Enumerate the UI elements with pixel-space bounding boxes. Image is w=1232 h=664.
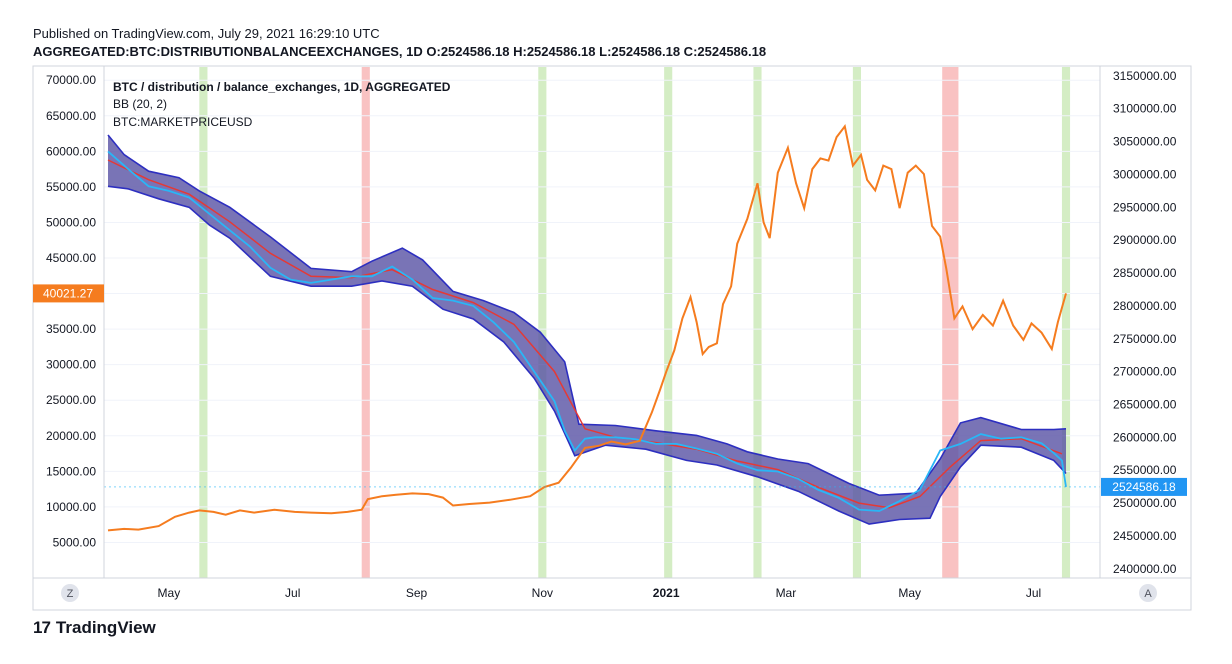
green-shade-band (538, 67, 547, 578)
symbol-ohlc-line: AGGREGATED:BTC:DISTRIBUTIONBALANCEEXCHAN… (33, 44, 767, 59)
bollinger-basis-line (107, 159, 1063, 509)
x-tick-label: Jul (285, 586, 300, 600)
green-shade-band (852, 67, 862, 578)
left-tick-label: 65000.00 (46, 109, 96, 123)
left-tick-label: 5000.00 (53, 535, 97, 549)
x-tick-label: May (158, 586, 181, 600)
green-shade-band (199, 67, 208, 578)
left-scale-button[interactable]: Z (61, 584, 79, 602)
price-current-label: 40021.27 (43, 286, 93, 300)
x-axis: May Jul Sep Nov 2021 Mar May Jul (33, 577, 1191, 600)
price-current-marker (33, 284, 104, 303)
green-shade-band (664, 67, 673, 578)
right-tick-label: 3100000.00 (1113, 102, 1177, 116)
right-tick-label: 2850000.00 (1113, 266, 1177, 280)
legend-line-bb: BB (20, 2) (113, 97, 167, 111)
right-axis: 3150000.00 3100000.00 3050000.00 3000000.00… (1099, 66, 1187, 578)
right-tick-label: 2650000.00 (1113, 397, 1177, 411)
right-tick-label: 2750000.00 (1113, 332, 1177, 346)
left-axis: 70000.00 65000.00 60000.00 55000.00 50000.00… (33, 66, 105, 578)
legend-line-balance: BTC / distribution / balance_exchanges, … (113, 80, 451, 94)
x-tick-label: Sep (406, 586, 428, 600)
right-tick-label: 3150000.00 (1113, 69, 1177, 83)
balance-current-label: 2524586.18 (1112, 480, 1176, 494)
left-tick-label: 20000.00 (46, 429, 96, 443)
grid-layer (104, 79, 1100, 543)
left-tick-label: 30000.00 (46, 358, 96, 372)
right-tick-label: 2700000.00 (1113, 365, 1177, 379)
tradingview-logo-icon: 17 (33, 618, 51, 637)
market-price-line (107, 124, 1067, 532)
green-shade-band (1061, 67, 1071, 578)
right-tick-label: 2950000.00 (1113, 200, 1177, 214)
chart-frame (32, 65, 1192, 611)
left-scale-button-label: Z (67, 588, 74, 600)
tradingview-brand-label: TradingView (55, 618, 156, 637)
x-tick-label: 2021 (653, 586, 680, 600)
right-tick-label: 2800000.00 (1113, 299, 1177, 313)
x-tick-label: Jul (1026, 586, 1041, 600)
red-shade-band (361, 67, 370, 578)
x-tick-label: Mar (776, 586, 797, 600)
balance-exchanges-line (107, 150, 1067, 512)
auto-scale-button[interactable]: A (1139, 584, 1157, 602)
legend-line-price: BTC:MARKETPRICEUSD (113, 115, 253, 129)
balance-current-marker (1101, 477, 1187, 496)
series-layer (104, 124, 1100, 532)
left-tick-label: 45000.00 (46, 251, 96, 265)
bollinger-band-fill (108, 135, 1066, 525)
left-tick-label: 35000.00 (46, 322, 96, 336)
right-tick-label: 3050000.00 (1113, 135, 1177, 149)
x-tick-label: Nov (532, 586, 553, 600)
red-shade-band (942, 67, 959, 578)
right-tick-label: 2400000.00 (1113, 562, 1177, 576)
left-tick-label: 70000.00 (46, 73, 96, 87)
published-caption: Published on TradingView.com, July 29, 2… (33, 26, 380, 41)
right-tick-label: 2500000.00 (1113, 496, 1177, 510)
left-tick-label: 60000.00 (46, 144, 96, 158)
right-tick-label: 2450000.00 (1113, 529, 1177, 543)
right-tick-label: 2550000.00 (1113, 463, 1177, 477)
left-tick-label: 15000.00 (46, 464, 96, 478)
auto-scale-button-label: A (1144, 588, 1152, 600)
right-tick-label: 2600000.00 (1113, 430, 1177, 444)
left-tick-label: 25000.00 (46, 393, 96, 407)
right-tick-label: 2900000.00 (1113, 233, 1177, 247)
bollinger-lower-line (107, 185, 1067, 525)
left-tick-label: 50000.00 (46, 215, 96, 229)
x-tick-label: May (898, 586, 921, 600)
left-tick-label: 55000.00 (46, 180, 96, 194)
shading-layer (199, 67, 1071, 578)
left-tick-label: 10000.00 (46, 500, 96, 514)
green-shade-band (753, 67, 762, 578)
right-tick-label: 3000000.00 (1113, 167, 1177, 181)
tradingview-brand[interactable]: 17 TradingView (33, 618, 156, 638)
